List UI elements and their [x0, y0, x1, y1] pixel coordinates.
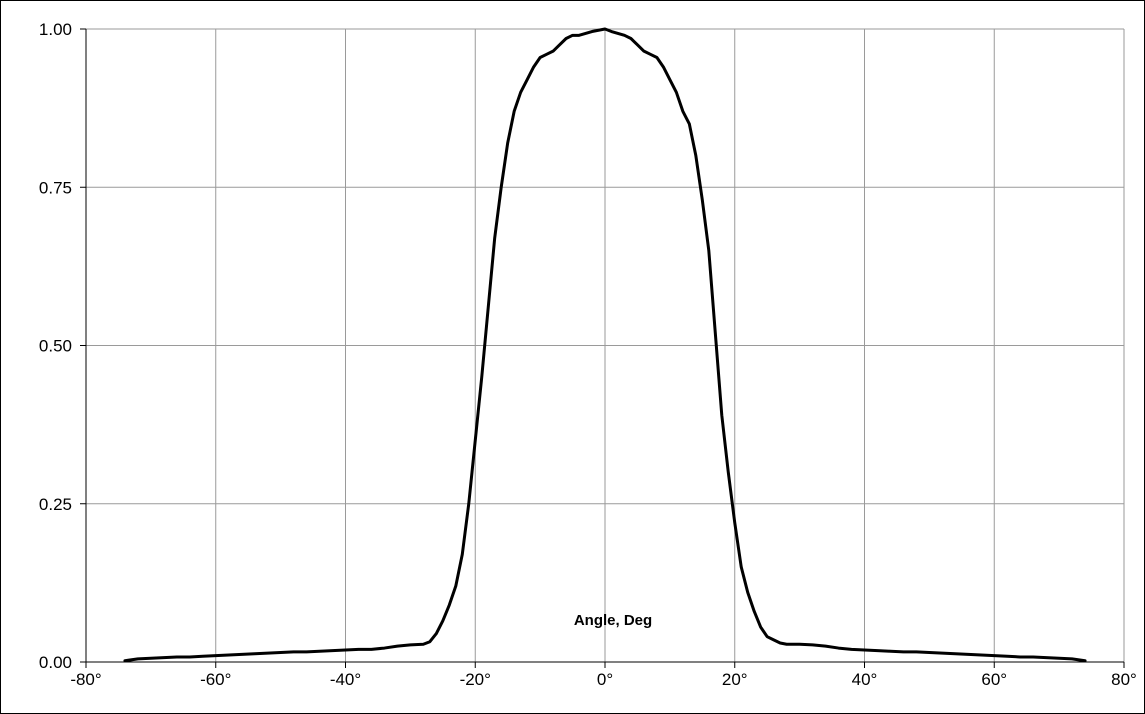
y-tick-label: 0.00	[39, 653, 72, 672]
x-axis-label: Angle, Deg	[574, 612, 652, 629]
y-tick-label: 0.50	[39, 337, 72, 356]
y-tick-label: 1.00	[39, 20, 72, 39]
x-tick-label: 20°	[722, 670, 748, 689]
x-tick-label: 0°	[597, 670, 613, 689]
grid-lines	[86, 28, 1125, 662]
series-line	[123, 27, 1087, 663]
y-tick-label: 0.75	[39, 178, 72, 197]
x-tick-label: -60°	[200, 670, 231, 689]
x-tick-label: 40°	[852, 670, 878, 689]
ticks: -80° -60° -40° -20° 0° 20° 40° 60° 80° 0.00 0.25 0.…	[39, 20, 1137, 689]
x-tick-label: 60°	[981, 670, 1007, 689]
x-tick-label: -20°	[460, 670, 491, 689]
x-tick-label: -40°	[330, 670, 361, 689]
y-tick-label: 0.25	[39, 495, 72, 514]
x-tick-label: 80°	[1111, 670, 1137, 689]
x-tick-label: -80°	[70, 670, 101, 689]
series-group	[123, 27, 1087, 663]
